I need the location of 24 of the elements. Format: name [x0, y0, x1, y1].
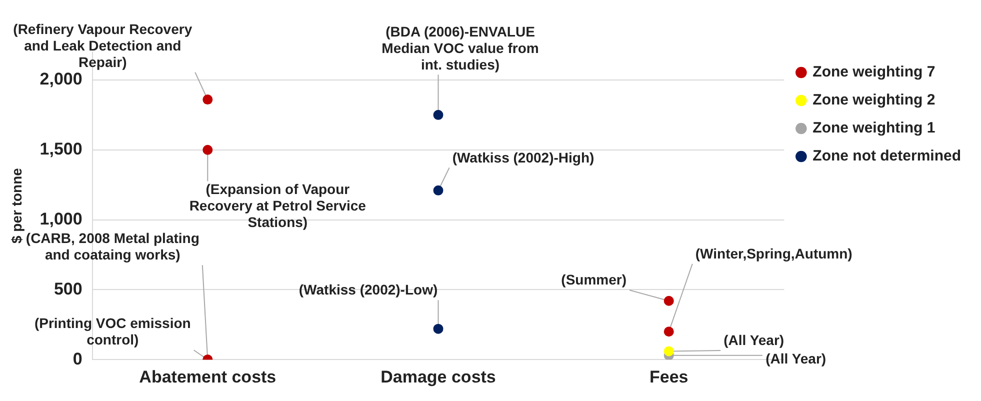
y-tick-label: 1,000	[40, 209, 82, 228]
annotation: (Winter,Spring,Autumn)	[695, 245, 852, 262]
annotation: (Refinery Vapour Recovery and Leak Detection and Repair)	[13, 20, 192, 70]
legend-label: Zone not determined	[812, 148, 962, 165]
annotation: (Watkiss (2002)-Low)	[298, 282, 438, 298]
annotation: (Expansion of Vapour Recovery at Petrol Service Stations)	[189, 181, 366, 230]
annotation: (Watkiss (2002)-High)	[452, 149, 594, 166]
y-tick-label: 2,000	[40, 70, 82, 89]
annotation: (CARB, 2008 Metal plating and coataing works)	[26, 230, 200, 263]
x-tick-label: Abatement costs	[139, 367, 276, 386]
legend-label: Zone weighting 7	[812, 64, 936, 81]
y-tick-label: 0	[72, 349, 82, 368]
y-tick-label: 500	[54, 279, 82, 298]
annotation: (Printing VOC emission control)	[34, 315, 191, 348]
legend-label: Zone weighting 2	[812, 92, 936, 109]
y-tick-label: 1,500	[40, 140, 82, 159]
annotation: (BDA (2006)-ENVALUE Median VOC value from int. studies)	[382, 23, 539, 72]
legend-label: Zone weighting 1	[812, 120, 936, 137]
y-axis-title: $ per tonne	[8, 168, 24, 244]
annotation: (All Year)	[766, 350, 826, 366]
x-tick-label: Fees	[649, 367, 688, 386]
x-tick-label: Damage costs	[380, 367, 496, 386]
annotation: (Summer)	[561, 272, 627, 288]
annotation: (All Year)	[724, 332, 784, 348]
